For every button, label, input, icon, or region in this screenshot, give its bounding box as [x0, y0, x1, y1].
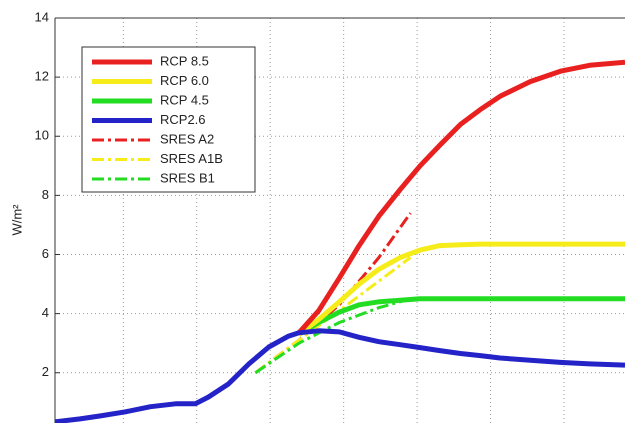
y-tick-label: 2 [42, 364, 49, 379]
legend-label: RCP 6.0 [160, 73, 209, 88]
legend-label: SRES B1 [160, 170, 215, 185]
legend-label: SRES A1B [160, 151, 223, 166]
y-tick-label: 4 [42, 305, 49, 320]
series-line [254, 256, 412, 374]
legend-label: RCP2.6 [160, 112, 206, 127]
series-line [254, 212, 412, 374]
y-tick-label: 10 [35, 128, 49, 143]
y-tick-label: 14 [35, 9, 49, 24]
series-line [254, 297, 411, 374]
series-line [297, 296, 625, 337]
y-axis-label: W/m² [9, 204, 24, 236]
series-line [297, 59, 625, 335]
legend-label: RCP 4.5 [160, 92, 209, 107]
legend-label: RCP 8.5 [160, 53, 209, 68]
series-line [54, 328, 625, 423]
legend-label: SRES A2 [160, 131, 214, 146]
y-tick-label: 6 [42, 246, 49, 261]
y-tick-label: 12 [35, 69, 49, 84]
series-line [297, 241, 625, 337]
y-tick-label: 8 [42, 187, 49, 202]
